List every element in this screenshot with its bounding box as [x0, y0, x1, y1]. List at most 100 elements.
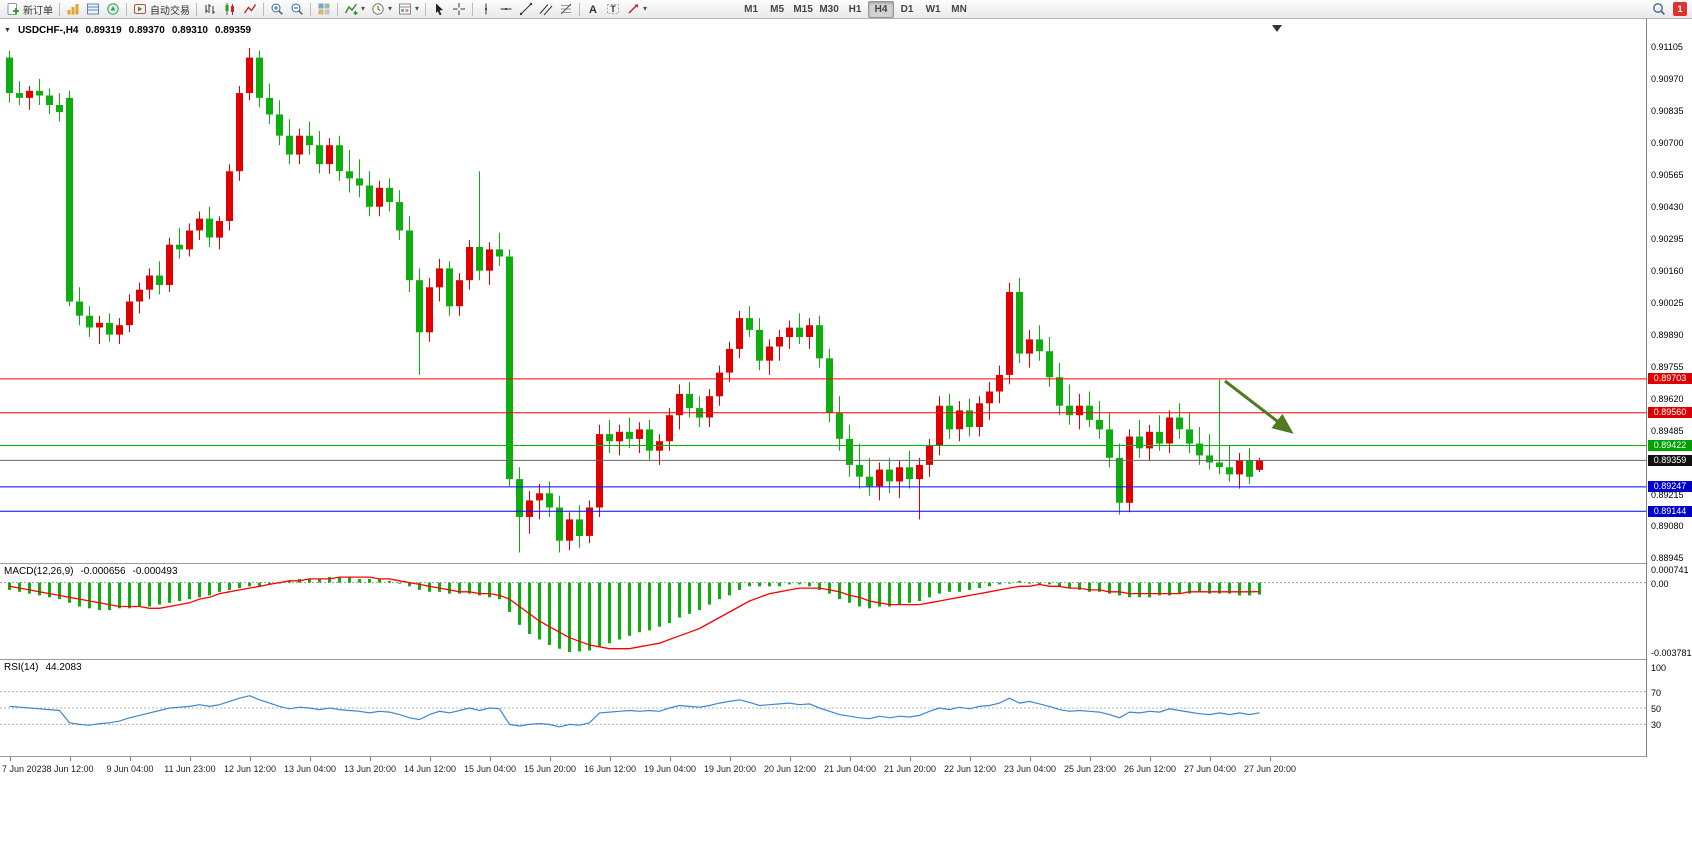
time-axis-label: 19 Jun 20:00	[703, 764, 757, 774]
candle	[936, 405, 943, 446]
panel-splitter[interactable]	[0, 756, 1692, 757]
scroll-to-end-marker[interactable]	[1272, 25, 1282, 32]
rsi-chart[interactable]	[0, 660, 1646, 756]
rsi-axis-label: 30	[1651, 720, 1662, 730]
zoom-in-button[interactable]	[267, 1, 287, 18]
macd-histogram-bar	[808, 582, 811, 587]
timeframe-w1[interactable]: W1	[920, 1, 946, 18]
macd-histogram-bar	[728, 582, 731, 596]
candle	[116, 325, 123, 335]
candle	[146, 275, 153, 290]
templates-button[interactable]: ▾	[395, 1, 422, 18]
macd-histogram-bar	[1168, 582, 1171, 596]
macd-histogram-bar	[528, 582, 531, 634]
auto-trading-button[interactable]: 自动交易	[130, 1, 193, 18]
candle	[1206, 455, 1213, 463]
candle	[586, 507, 593, 536]
macd-histogram-bar	[1098, 582, 1101, 592]
candle	[886, 469, 893, 482]
trend-arrow-annotation[interactable]	[1224, 379, 1294, 434]
macd-histogram-bar	[628, 582, 631, 636]
cursor-tool-button[interactable]	[429, 1, 449, 18]
timeframe-label: D1	[900, 3, 914, 15]
candle	[376, 187, 383, 207]
candle	[1116, 457, 1123, 503]
macd-histogram-bar	[838, 582, 841, 600]
data-window-button[interactable]	[83, 1, 103, 18]
candle	[196, 218, 203, 231]
macd-histogram-bar	[348, 577, 351, 583]
macd-histogram-bar	[748, 582, 751, 587]
zoom-out-button[interactable]	[287, 1, 307, 18]
tile-windows-button[interactable]	[314, 1, 334, 18]
timeframe-h4[interactable]: H4	[868, 0, 895, 18]
one-click-trading-toggle[interactable]: ▼	[4, 27, 11, 34]
price-axis-label: 0.89620	[1651, 394, 1684, 404]
line-chart-button[interactable]	[240, 1, 260, 18]
channel-tool-button[interactable]	[536, 1, 556, 18]
macd-histogram-bar	[1038, 582, 1041, 585]
fibonacci-tool-button[interactable]	[556, 1, 576, 18]
rsi-panel[interactable]: RSI(14) 44.2083	[0, 660, 1646, 756]
price-axis-label: 0.90700	[1651, 138, 1684, 148]
bar-chart-icon	[205, 4, 215, 14]
timeframe-mn[interactable]: MN	[946, 1, 972, 18]
macd-histogram-bar	[398, 582, 401, 584]
periods-button[interactable]: ▾	[368, 1, 395, 18]
candle	[416, 280, 423, 333]
candle	[976, 403, 983, 427]
macd-histogram-bar	[718, 582, 721, 600]
panel-splitter[interactable]	[0, 563, 1692, 564]
macd-histogram-bar	[828, 582, 831, 594]
svg-text:T: T	[610, 4, 616, 14]
timeframe-m5[interactable]: M5	[764, 1, 790, 18]
timeframe-m1[interactable]: M1	[738, 1, 764, 18]
time-tick	[429, 757, 431, 761]
price-badge: 0.89359	[1648, 455, 1692, 466]
text-tool-button[interactable]: A	[583, 1, 603, 18]
time-axis-label: 15 Jun 20:00	[523, 764, 577, 774]
macd-histogram-bar	[228, 582, 231, 590]
horizontal-line-tool-button[interactable]	[496, 1, 516, 18]
timeframe-d1[interactable]: D1	[894, 1, 920, 18]
time-axis[interactable]: 7 Jun 2023 8 Jun 12:00 9 Jun 04:00 11 Jun 2…	[0, 757, 1692, 781]
market-watch-button[interactable]	[63, 1, 83, 18]
candle	[1126, 436, 1133, 503]
arrows-tool-button[interactable]: ▾	[623, 1, 650, 18]
macd-histogram-bar	[1028, 582, 1031, 584]
time-tick	[1269, 757, 1271, 761]
macd-histogram-bar	[948, 582, 951, 592]
candle	[306, 135, 313, 146]
label-tool-button[interactable]: T	[603, 1, 623, 18]
timeframe-m30[interactable]: M30	[816, 1, 842, 18]
price-axis-label: 0.89485	[1651, 426, 1684, 436]
vertical-line-tool-button[interactable]	[476, 1, 496, 18]
candle	[1176, 417, 1183, 430]
candle	[606, 434, 613, 442]
crosshair-tool-button[interactable]	[449, 1, 469, 18]
candlestick-chart-button[interactable]	[220, 1, 240, 18]
candle	[236, 93, 243, 172]
macd-histogram-bar	[478, 582, 481, 596]
new-order-icon	[7, 3, 19, 15]
candlestick-chart[interactable]	[0, 19, 1646, 563]
navigator-button[interactable]	[103, 1, 123, 18]
macd-panel[interactable]: MACD(12,26,9) -0.000656 -0.000493	[0, 564, 1646, 659]
macd-histogram-bar	[1018, 580, 1021, 583]
bar-chart-button[interactable]	[200, 1, 220, 18]
candle	[1216, 462, 1223, 468]
trendline-tool-button[interactable]	[516, 1, 536, 18]
panel-splitter[interactable]	[0, 659, 1692, 660]
new-order-button[interactable]: 新订单	[3, 1, 56, 18]
timeframe-m15[interactable]: M15	[790, 1, 816, 18]
candle	[1056, 377, 1063, 406]
macd-histogram-bar	[358, 578, 361, 583]
main-chart-panel[interactable]: ▼ USDCHF-,H4 0.89319 0.89370 0.89310 0.8…	[0, 19, 1646, 563]
indicators-button[interactable]: ▾	[341, 1, 368, 18]
timeframe-h1[interactable]: H1	[842, 1, 868, 18]
macd-chart[interactable]	[0, 564, 1646, 659]
search-button[interactable]	[1649, 1, 1669, 18]
macd-histogram-bar	[668, 582, 671, 623]
time-axis-label: 13 Jun 04:00	[283, 764, 337, 774]
notification-badge[interactable]: 1	[1673, 2, 1687, 16]
